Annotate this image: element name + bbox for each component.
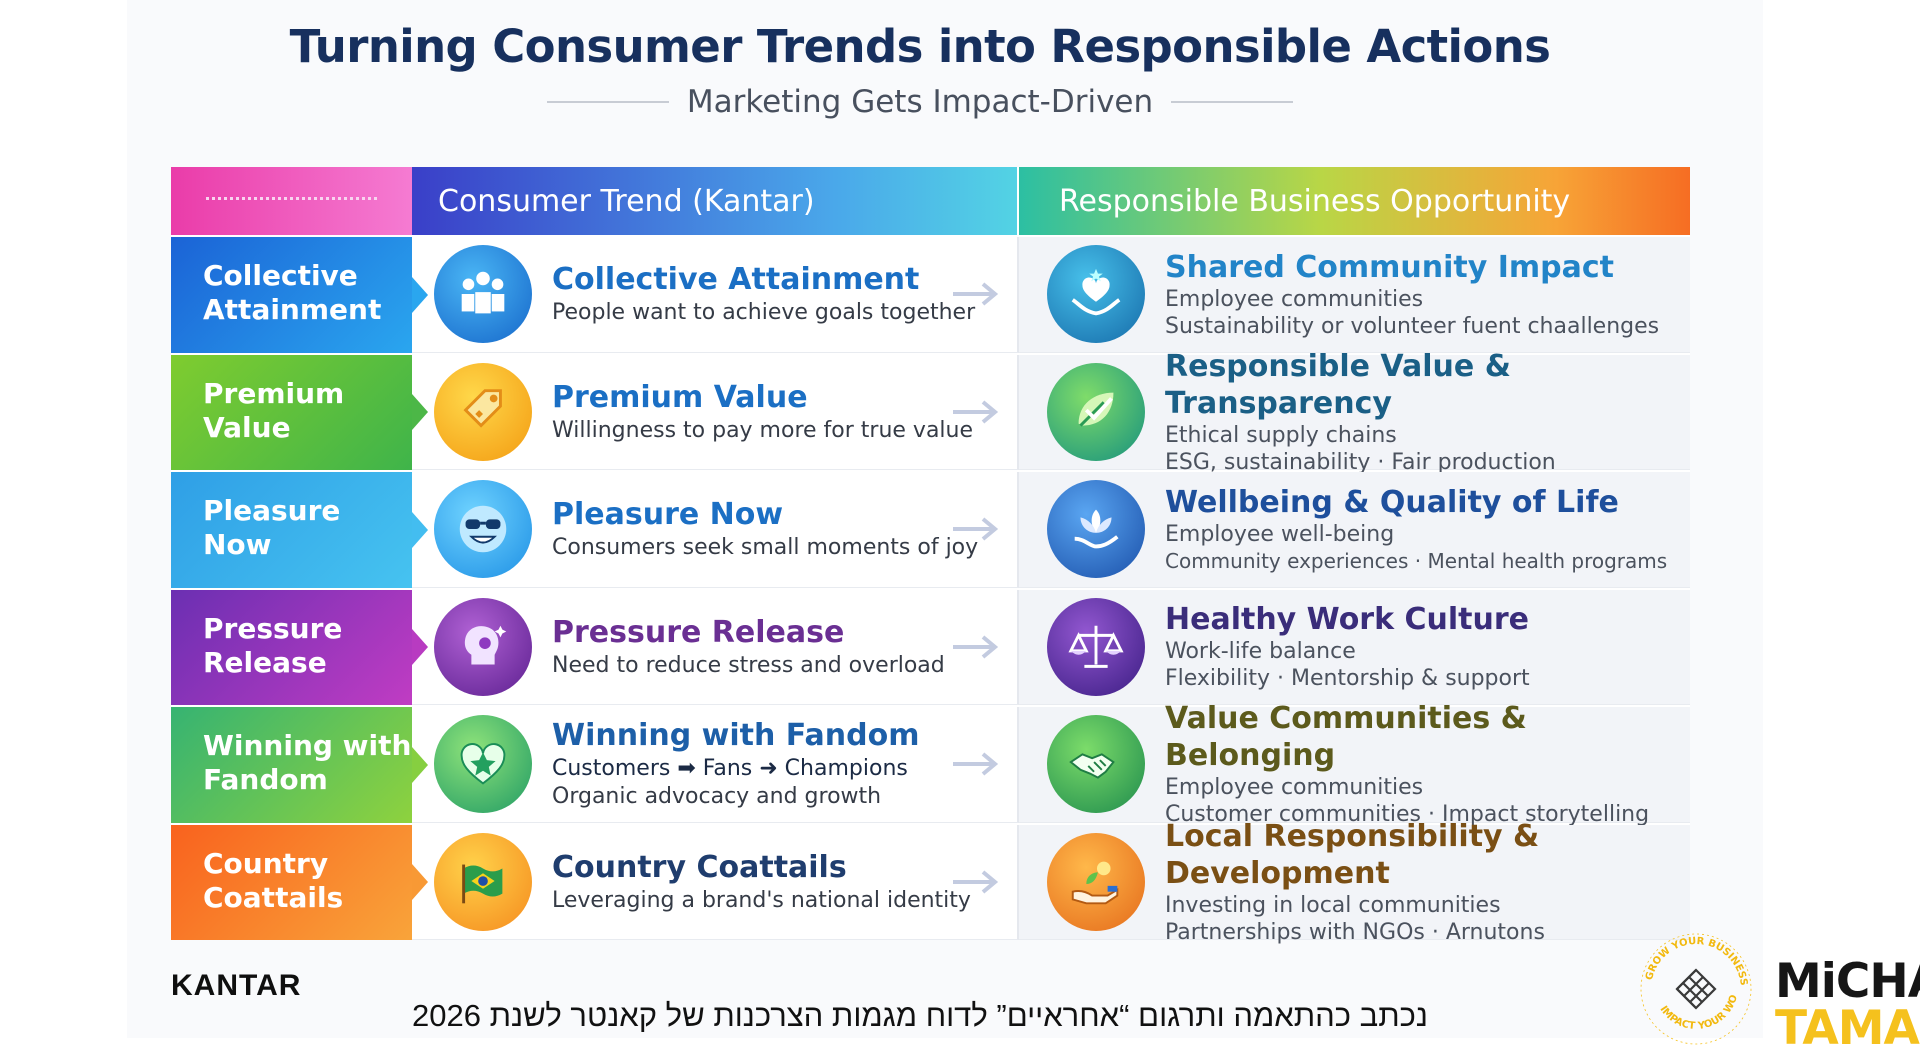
table-header: Consumer Trend (Kantar) Responsible Busi… [171, 167, 1690, 235]
opportunity-line: Investing in local communities [1165, 892, 1501, 918]
arrow-right-icon [953, 282, 999, 306]
arrow-right-icon [953, 517, 999, 541]
opportunity-cell: Value Communities & Belonging Employee c… [1019, 701, 1690, 827]
row-label: Premium Value [171, 354, 428, 470]
header-trend: Consumer Trend (Kantar) [412, 167, 1019, 235]
trend-title: Pressure Release [552, 614, 845, 650]
hand-plant-icon [1047, 832, 1145, 931]
row-label-text: Collective Attainment [203, 259, 382, 326]
subtitle-divider-right [1171, 101, 1294, 103]
arrow-right-icon [953, 635, 999, 659]
handshake-icon [1047, 715, 1145, 814]
row-label-text: Pressure Release [203, 611, 343, 679]
arrow-right-icon [953, 752, 999, 776]
trend-cell: Country Coattails Leveraging a brand's n… [412, 824, 1019, 940]
trend-desc: People want to achieve goals together [552, 300, 976, 326]
table-row: Premium Value Premium Value Willingness … [171, 349, 1690, 475]
row-label: Country Coattails [171, 824, 428, 940]
price-tag-icon [434, 362, 532, 461]
opportunity-line: Sustainability or volunteer fuent chaall… [1165, 313, 1660, 339]
trend-desc: Organic advocacy and growth [552, 784, 882, 810]
svg-text:GROW YOUR BUSINESS: GROW YOUR BUSINESS [1644, 936, 1749, 986]
opportunity-line: Flexibility · Mentorship & support [1165, 666, 1530, 692]
people-group-icon [434, 245, 532, 344]
table-row: Pressure Release Pressure Release Need t… [171, 587, 1690, 705]
opportunity-line: Employee communities [1165, 775, 1424, 801]
michal-tamam-logo: MiCHAL TAMAM [1775, 958, 1920, 1052]
hebrew-caption: נכתב כהתאמה ותרגום “אחראיים” לדוח מגמות … [412, 998, 1428, 1033]
opportunity-line: Employee well-being [1165, 521, 1395, 547]
seal-text-top: GROW YOUR BUSINESS [1644, 936, 1749, 986]
heart-star-icon [434, 715, 532, 814]
trend-cell: Pressure Release Need to reduce stress a… [412, 589, 1019, 705]
opportunity-title: Local Responsibility & Development [1165, 818, 1540, 891]
balance-scale-icon [1047, 597, 1145, 696]
trend-desc: Customers ➡ Fans ➜ Champions [552, 756, 908, 782]
page-subtitle: Marketing Gets Impact-Driven [686, 84, 1154, 120]
row-label-text: Premium Value [203, 376, 345, 444]
trend-desc: Willingness to pay more for true value [552, 417, 974, 443]
row-label: Pleasure Now [171, 472, 428, 588]
trend-cell: Collective Attainment People want to ach… [412, 237, 1019, 353]
trend-desc: Need to reduce stress and overload [552, 652, 945, 678]
opportunity-cell: Responsible Value & Transparency Ethical… [1019, 349, 1690, 475]
trend-title: Winning with Fandom [552, 718, 920, 754]
trend-cell: Winning with Fandom Customers ➡ Fans ➜ C… [412, 707, 1019, 823]
opportunity-line: ESG, sustainability · Fair production [1165, 449, 1556, 475]
trend-title: Premium Value [552, 379, 808, 415]
opportunity-title: Shared Community Impact [1165, 249, 1615, 285]
opportunity-line: Partnerships with NGOs · Arnutons [1165, 919, 1545, 945]
trend-cell: Premium Value Willingness to pay more fo… [412, 354, 1019, 470]
heart-hands-icon [1047, 245, 1145, 344]
trend-desc: Consumers seek small moments of joy [552, 535, 979, 561]
leaf-check-icon [1047, 362, 1145, 461]
trends-table: Consumer Trend (Kantar) Responsible Busi… [171, 167, 1690, 945]
trend-title: Collective Attainment [552, 262, 920, 298]
table-row: Country Coattails Country Coattails Leve… [171, 819, 1690, 945]
opportunity-cell: Local Responsibility & Development Inves… [1019, 819, 1690, 945]
trend-title: Country Coattails [552, 849, 847, 885]
arrow-right-icon [953, 400, 999, 424]
subtitle-group: Marketing Gets Impact-Driven [0, 84, 1840, 120]
row-label: Collective Attainment [171, 237, 428, 353]
opportunity-line: Work-life balance [1165, 639, 1356, 665]
opportunity-line: Customer communities · Impact storytelli… [1165, 802, 1650, 828]
subtitle-divider-left [546, 101, 669, 103]
opportunity-line: Community experiences · Mental health pr… [1165, 548, 1668, 573]
page-title: Turning Consumer Trends into Responsible… [289, 20, 1551, 73]
grow-your-business-seal-icon: GROW YOUR BUSINESS IMPACT YOUR WORLD [1637, 930, 1752, 1045]
lotus-hand-icon [1047, 480, 1145, 579]
arrow-right-icon [953, 870, 999, 894]
smiley-sunglasses-icon [434, 480, 532, 579]
header-corner [171, 167, 412, 235]
opportunity-title: Responsible Value & Transparency [1165, 348, 1511, 421]
trend-title: Pleasure Now [552, 497, 784, 533]
kantar-logo: KANTAR [171, 969, 302, 1002]
head-gear-icon [434, 597, 532, 696]
brand-line-1: MiCHAL [1775, 954, 1920, 1009]
table-row: Pleasure Now Pleasure Now Consumers seek… [171, 470, 1690, 588]
opportunity-title: Value Communities & Belonging [1165, 701, 1527, 774]
row-label-text: Winning with Fandom [203, 729, 412, 796]
opportunity-cell: Shared Community Impact Employee communi… [1019, 237, 1690, 353]
opportunity-line: Ethical supply chains [1165, 422, 1397, 448]
brand-line-2: TAMAM [1775, 1001, 1920, 1055]
opportunity-cell: Healthy Work Culture Work-life balance F… [1019, 589, 1690, 705]
header-opportunity: Responsible Business Opportunity [1019, 167, 1690, 235]
row-label: Winning with Fandom [171, 707, 428, 823]
opportunity-title: Wellbeing & Quality of Life [1165, 484, 1619, 520]
table-row: Winning with Fandom Winning with Fandom … [171, 701, 1690, 827]
row-label-text: Pleasure Now [203, 494, 341, 561]
trend-desc: Leveraging a brand's national identity [552, 887, 971, 913]
table-row: Collective Attainment Collective Attainm… [171, 235, 1690, 353]
row-label-text: Country Coattails [203, 846, 344, 914]
opportunity-title: Healthy Work Culture [1165, 602, 1529, 638]
flag-icon [434, 832, 532, 931]
opportunity-line: Employee communities [1165, 286, 1424, 312]
row-label: Pressure Release [171, 589, 428, 705]
opportunity-cell: Wellbeing & Quality of Life Employee wel… [1019, 472, 1690, 588]
trend-cell: Pleasure Now Consumers seek small moment… [412, 472, 1019, 588]
